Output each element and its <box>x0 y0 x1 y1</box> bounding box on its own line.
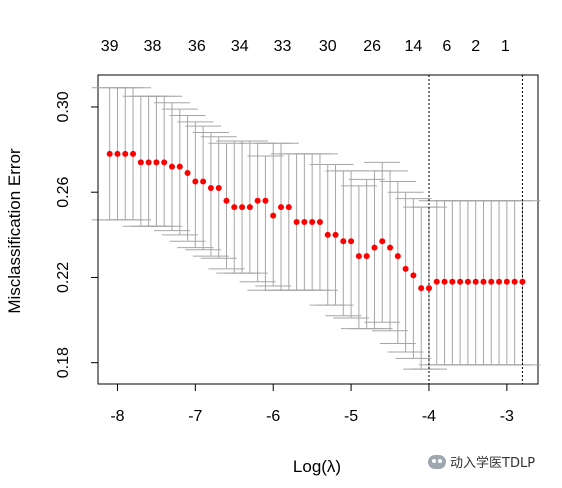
errorbar <box>380 182 416 344</box>
y-tick-label: 0.30 <box>55 91 72 122</box>
data-point <box>317 219 323 225</box>
data-point <box>138 159 144 165</box>
errorbars <box>92 88 541 369</box>
errorbar <box>177 122 213 248</box>
y-axis-title: Misclassification Error <box>5 148 24 314</box>
data-point <box>434 279 440 285</box>
top-axis-label: 34 <box>231 38 249 55</box>
data-point <box>418 285 424 291</box>
wechat-icon <box>428 455 446 469</box>
data-point <box>504 279 510 285</box>
data-point <box>177 164 183 170</box>
data-point <box>488 279 494 285</box>
data-point <box>348 238 354 244</box>
data-points <box>107 151 526 291</box>
data-point <box>333 232 339 238</box>
data-point <box>403 266 409 272</box>
data-point <box>457 279 463 285</box>
x-tick-label: -6 <box>266 408 280 425</box>
errorbar <box>247 156 283 290</box>
y-tick-label: 0.22 <box>55 262 72 293</box>
data-point <box>340 238 346 244</box>
top-axis-label: 33 <box>274 38 292 55</box>
data-point <box>278 204 284 210</box>
top-axis-label: 14 <box>404 38 422 55</box>
errorbar <box>333 171 369 318</box>
errorbar <box>170 115 206 241</box>
data-point <box>371 245 377 251</box>
data-point <box>255 198 261 204</box>
data-point <box>356 253 362 259</box>
data-point <box>325 232 331 238</box>
top-axis-label: 39 <box>101 38 119 55</box>
data-point <box>153 159 159 165</box>
data-point <box>216 185 222 191</box>
errorbar <box>240 143 276 282</box>
data-point <box>169 164 175 170</box>
data-point <box>442 279 448 285</box>
errorbar <box>395 199 431 359</box>
watermark: 动入学医TDLP <box>428 452 535 471</box>
data-point <box>387 245 393 251</box>
x-axis-title: Log(λ) <box>293 457 341 476</box>
top-axis-label: 26 <box>363 38 381 55</box>
data-point <box>449 279 455 285</box>
data-point <box>208 185 214 191</box>
data-point <box>465 279 471 285</box>
errorbar <box>201 137 237 258</box>
x-tick-label: -4 <box>422 408 436 425</box>
y-axis: 0.18 0.22 0.26 0.30 <box>55 91 98 378</box>
errorbar <box>193 133 229 257</box>
data-point <box>107 151 113 157</box>
data-point <box>473 279 479 285</box>
watermark-text: 动入学医TDLP <box>450 452 535 471</box>
data-point <box>239 204 245 210</box>
data-point <box>130 151 136 157</box>
data-point <box>270 213 276 219</box>
top-axis-labels: 39 38 36 34 33 30 26 14 6 2 1 <box>101 38 510 55</box>
errorbar <box>263 143 299 290</box>
errorbar <box>388 192 424 352</box>
data-point <box>262 198 268 204</box>
data-point <box>410 272 416 278</box>
data-point <box>294 219 300 225</box>
data-point <box>161 159 167 165</box>
data-point <box>247 204 253 210</box>
data-point <box>146 159 152 165</box>
x-tick-label: -8 <box>110 408 124 425</box>
x-tick-label: -7 <box>188 408 202 425</box>
data-point <box>231 204 237 210</box>
data-point <box>364 253 370 259</box>
errorbar <box>372 171 408 331</box>
data-point <box>426 285 432 291</box>
data-point <box>192 179 198 185</box>
data-point <box>122 151 128 157</box>
data-point <box>301 219 307 225</box>
y-tick-label: 0.26 <box>55 177 72 208</box>
data-point <box>223 198 229 204</box>
data-point <box>286 204 292 210</box>
data-point <box>200 179 206 185</box>
data-point <box>512 279 518 285</box>
x-axis: -8 -7 -6 -5 -4 -3 <box>110 384 514 425</box>
x-tick-label: -5 <box>344 408 358 425</box>
top-axis-label: 38 <box>144 38 162 55</box>
data-point <box>480 279 486 285</box>
data-point <box>519 279 525 285</box>
top-axis-label: 36 <box>188 38 206 55</box>
data-point <box>395 253 401 259</box>
top-axis-label: 30 <box>319 38 337 55</box>
data-point <box>309 219 315 225</box>
top-axis-label: 6 <box>442 38 451 55</box>
top-axis-label: 1 <box>501 38 510 55</box>
top-axis-label: 2 <box>471 38 480 55</box>
data-point <box>379 238 385 244</box>
data-point <box>185 170 191 176</box>
y-tick-label: 0.18 <box>55 347 72 378</box>
errorbar <box>162 109 198 235</box>
data-point <box>114 151 120 157</box>
x-tick-label: -3 <box>500 408 514 425</box>
data-point <box>496 279 502 285</box>
